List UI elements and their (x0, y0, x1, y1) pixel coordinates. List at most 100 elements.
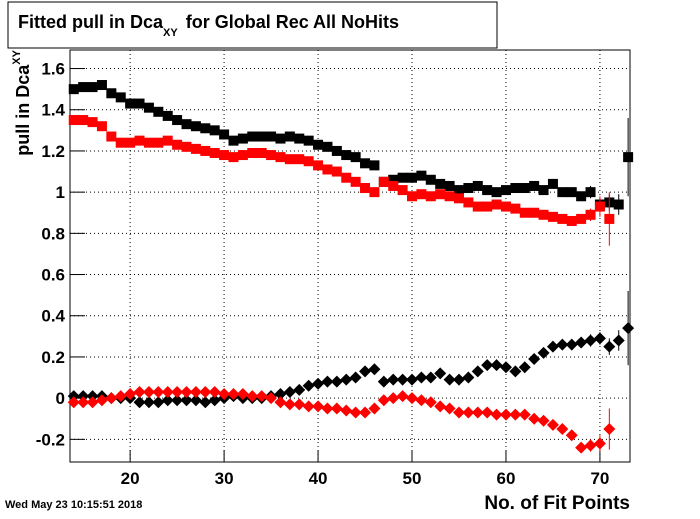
diamond-marker (340, 404, 353, 417)
square-marker (256, 148, 267, 158)
diamond-marker (603, 423, 616, 436)
square-marker (482, 201, 493, 212)
diamond-marker (481, 359, 494, 372)
square-marker (284, 131, 295, 142)
square-marker (378, 176, 389, 187)
diamond-marker (77, 390, 90, 403)
diamond-marker (189, 385, 202, 398)
diamond-marker (584, 334, 597, 347)
diamond-marker (575, 441, 588, 454)
diamond-marker (396, 390, 409, 403)
square-marker (576, 191, 587, 202)
diamond-marker (565, 429, 578, 442)
square-marker (538, 185, 549, 196)
diamond-marker (424, 371, 437, 384)
square-marker (294, 133, 305, 144)
square-marker (303, 156, 314, 167)
square-marker (134, 98, 145, 109)
diamond-marker (86, 390, 99, 403)
square-marker (237, 133, 248, 144)
y-tick-label: 0.8 (41, 224, 65, 243)
diamond-marker (86, 396, 99, 409)
diamond-marker (236, 388, 249, 401)
diamond-marker (481, 406, 494, 419)
diamond-marker (302, 400, 315, 413)
diamond-marker (255, 390, 268, 403)
square-marker (125, 98, 136, 109)
diamond-marker (208, 385, 221, 398)
diamond-marker (499, 408, 512, 421)
square-marker (529, 207, 540, 218)
diamond-marker (452, 406, 465, 419)
square-marker (153, 106, 164, 117)
square-marker (566, 187, 577, 198)
square-marker (219, 129, 230, 140)
square-marker (87, 117, 98, 128)
square-marker (125, 137, 136, 148)
diamond-marker (575, 336, 588, 349)
square-marker (360, 158, 371, 169)
square-marker (303, 135, 314, 146)
title-main: Fitted pull in Dca (18, 12, 164, 32)
square-marker (388, 174, 399, 185)
diamond-marker (227, 388, 240, 401)
diamond-marker (396, 373, 409, 386)
square-marker (463, 183, 474, 194)
square-marker (529, 180, 540, 191)
diamond-marker (359, 406, 372, 419)
diamond-marker (274, 388, 287, 401)
diamond-marker (518, 361, 531, 374)
diamond-marker (114, 390, 127, 403)
square-marker (369, 160, 380, 171)
square-marker (444, 191, 455, 202)
square-marker (200, 145, 211, 156)
square-marker (388, 180, 399, 191)
square-marker (275, 133, 286, 144)
square-marker (547, 211, 558, 222)
square-marker (416, 189, 427, 200)
plot-frame (69, 49, 631, 463)
diamond-marker (199, 396, 212, 409)
diamond-marker (124, 388, 137, 401)
diamond-marker (293, 398, 306, 411)
y-tick-label: 0.6 (41, 266, 65, 285)
y-tick-label: 0.4 (41, 307, 65, 326)
diamond-marker (452, 373, 465, 386)
square-marker (228, 152, 239, 163)
diamond-marker (622, 322, 635, 335)
diamond-marker (509, 408, 522, 421)
square-marker (491, 187, 502, 198)
square-marker (341, 172, 352, 183)
diamond-marker (312, 400, 325, 413)
square-marker (106, 88, 117, 99)
diamond-marker (490, 408, 503, 421)
y-label-subscript: XY (11, 49, 23, 64)
square-marker (360, 183, 371, 194)
square-marker (585, 209, 596, 220)
y-tick-label: 1.2 (41, 142, 65, 161)
diamond-marker (593, 437, 606, 450)
y-tick-label: 1 (56, 183, 65, 202)
timestamp: Wed May 23 10:15:51 2018 (5, 499, 142, 511)
square-marker (425, 174, 436, 185)
diamond-marker (528, 412, 541, 425)
square-marker (115, 92, 126, 103)
diamond-marker (443, 402, 456, 415)
diamond-marker (377, 394, 390, 407)
square-marker (322, 141, 333, 152)
square-marker (613, 199, 624, 210)
diamond-marker (368, 402, 381, 415)
square-marker (444, 180, 455, 191)
square-marker (143, 102, 154, 113)
diamond-marker (471, 365, 484, 378)
diamond-marker (265, 392, 278, 405)
diamond-marker (612, 334, 625, 347)
square-marker (500, 185, 511, 196)
square-marker (256, 131, 267, 142)
diamond-marker (406, 392, 419, 405)
diamond-marker (218, 388, 231, 401)
square-marker (143, 137, 154, 148)
diamond-marker (443, 373, 456, 386)
diamond-marker (387, 373, 400, 386)
diamond-marker (274, 396, 287, 409)
